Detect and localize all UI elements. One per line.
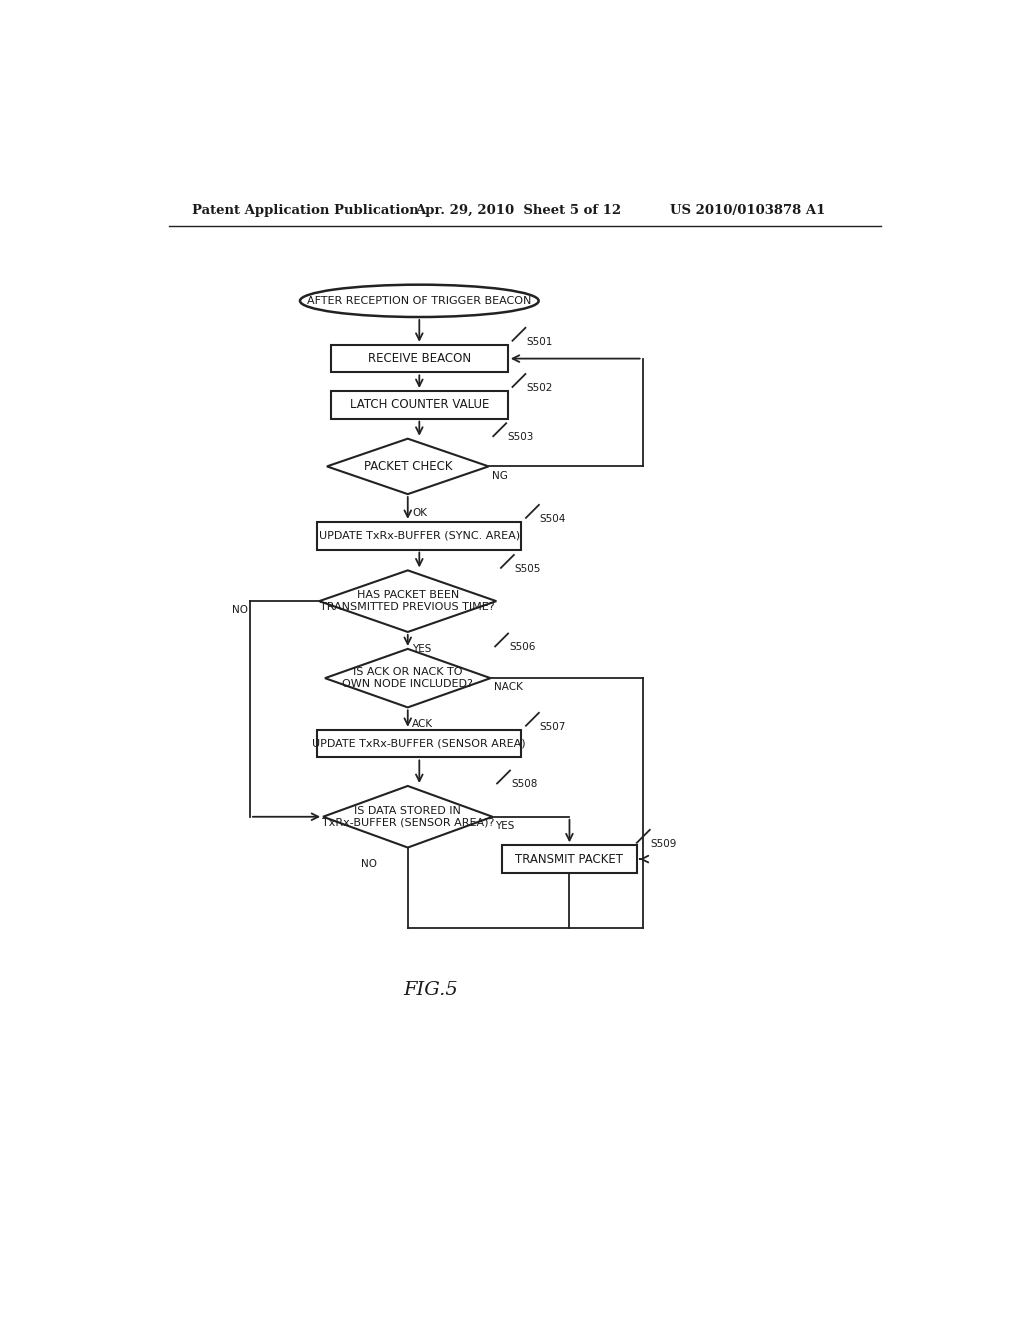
Text: AFTER RECEPTION OF TRIGGER BEACON: AFTER RECEPTION OF TRIGGER BEACON [307,296,531,306]
Text: NACK: NACK [494,682,522,693]
Text: S501: S501 [526,337,553,347]
Text: YES: YES [496,821,515,832]
Text: RECEIVE BEACON: RECEIVE BEACON [368,352,471,366]
Text: OK: OK [413,508,427,517]
Text: S507: S507 [540,722,566,731]
Text: S502: S502 [526,383,553,393]
Text: S509: S509 [650,838,677,849]
Text: S504: S504 [540,513,566,524]
Text: TRANSMIT PACKET: TRANSMIT PACKET [515,853,624,866]
Text: UPDATE TxRx-BUFFER (SENSOR AREA): UPDATE TxRx-BUFFER (SENSOR AREA) [312,739,526,748]
Text: S503: S503 [507,432,534,442]
Text: UPDATE TxRx-BUFFER (SYNC. AREA): UPDATE TxRx-BUFFER (SYNC. AREA) [318,531,520,541]
Text: Patent Application Publication: Patent Application Publication [193,205,419,218]
Text: YES: YES [413,644,432,653]
Text: PACKET CHECK: PACKET CHECK [364,459,452,473]
Text: NO: NO [361,859,377,870]
Text: HAS PACKET BEEN
TRANSMITTED PREVIOUS TIME?: HAS PACKET BEEN TRANSMITTED PREVIOUS TIM… [321,590,495,612]
Text: NO: NO [232,606,249,615]
Text: IS ACK OR NACK TO
OWN NODE INCLUDED?: IS ACK OR NACK TO OWN NODE INCLUDED? [342,668,473,689]
Text: ACK: ACK [413,719,433,730]
Text: FIG.5: FIG.5 [403,981,458,999]
Text: NG: NG [492,471,508,480]
Text: LATCH COUNTER VALUE: LATCH COUNTER VALUE [349,399,489,412]
Text: S505: S505 [515,564,541,574]
Text: US 2010/0103878 A1: US 2010/0103878 A1 [670,205,825,218]
Text: IS DATA STORED IN
TxRx-BUFFER (SENSOR AREA)?: IS DATA STORED IN TxRx-BUFFER (SENSOR AR… [322,807,494,828]
Text: S506: S506 [509,643,536,652]
Text: S508: S508 [511,779,538,789]
Text: Apr. 29, 2010  Sheet 5 of 12: Apr. 29, 2010 Sheet 5 of 12 [416,205,622,218]
